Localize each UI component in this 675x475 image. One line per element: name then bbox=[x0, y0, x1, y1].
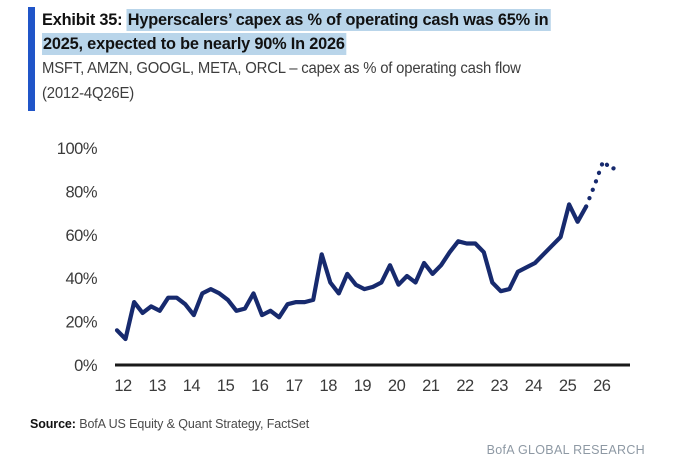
x-axis-tick-label: 24 bbox=[525, 377, 543, 395]
title-accent-bar bbox=[28, 7, 35, 111]
source-text: BofA US Equity & Quant Strategy, FactSet bbox=[75, 417, 310, 431]
x-axis-tick-label: 19 bbox=[354, 377, 372, 395]
y-axis-tick-label: 40% bbox=[65, 270, 97, 288]
x-axis-tick-label: 21 bbox=[422, 377, 440, 395]
exhibit-title-line-2: 2025, expected to be nearly 90% In 2026 bbox=[42, 32, 637, 56]
x-axis-tick-label: 15 bbox=[217, 377, 235, 395]
x-axis-tick-label: 12 bbox=[114, 377, 132, 395]
exhibit-number-label: Exhibit 35: bbox=[42, 10, 127, 29]
capex-line-chart: 0% 20% 40% 60% 80% 100% 12 13 14 15 16 17 18 19 20 21 22… bbox=[57, 140, 630, 395]
source-label: Source: bbox=[30, 417, 76, 431]
exhibit-subtitle-line-2: (2012-4Q26E) bbox=[42, 85, 134, 102]
y-axis-tick-label: 60% bbox=[65, 227, 97, 245]
x-axis-tick-label: 16 bbox=[251, 377, 269, 395]
y-axis-tick-label: 20% bbox=[65, 314, 97, 332]
x-axis-tick-label: 20 bbox=[388, 377, 406, 395]
x-axis-tick-label: 22 bbox=[456, 377, 474, 395]
y-axis-tick-label: 0% bbox=[74, 357, 98, 375]
x-axis-tick-label: 14 bbox=[183, 377, 201, 395]
source-note: Source: BofA US Equity & Quant Strategy,… bbox=[30, 417, 309, 431]
exhibit-subtitle-line-1: MSFT, AMZN, GOOGL, META, ORCL – capex as… bbox=[42, 60, 521, 77]
x-axis-tick-label: 13 bbox=[149, 377, 167, 395]
x-axis-tick-label: 18 bbox=[320, 377, 338, 395]
y-axis-tick-label: 80% bbox=[65, 183, 97, 201]
exhibit-title-line-1: Exhibit 35: Hyperscalers’ capex as % of … bbox=[42, 8, 637, 32]
chart-line-estimate bbox=[583, 157, 623, 209]
chart-line-actual bbox=[114, 202, 589, 342]
x-axis-tick-label: 23 bbox=[491, 377, 509, 395]
y-axis-tick-label: 100% bbox=[57, 140, 98, 158]
x-axis-tick-label: 26 bbox=[593, 377, 611, 395]
exhibit-title-highlight-2: 2025, expected to be nearly 90% In 2026 bbox=[42, 33, 347, 55]
bofa-global-research-label: BofA GLOBAL RESEARCH bbox=[486, 443, 645, 457]
title-block: Exhibit 35: Hyperscalers’ capex as % of … bbox=[42, 8, 637, 106]
exhibit-title-highlight-1: Hyperscalers’ capex as % of operating ca… bbox=[126, 9, 551, 31]
x-axis-tick-label: 25 bbox=[559, 377, 577, 395]
x-axis-tick-label: 17 bbox=[285, 377, 303, 395]
